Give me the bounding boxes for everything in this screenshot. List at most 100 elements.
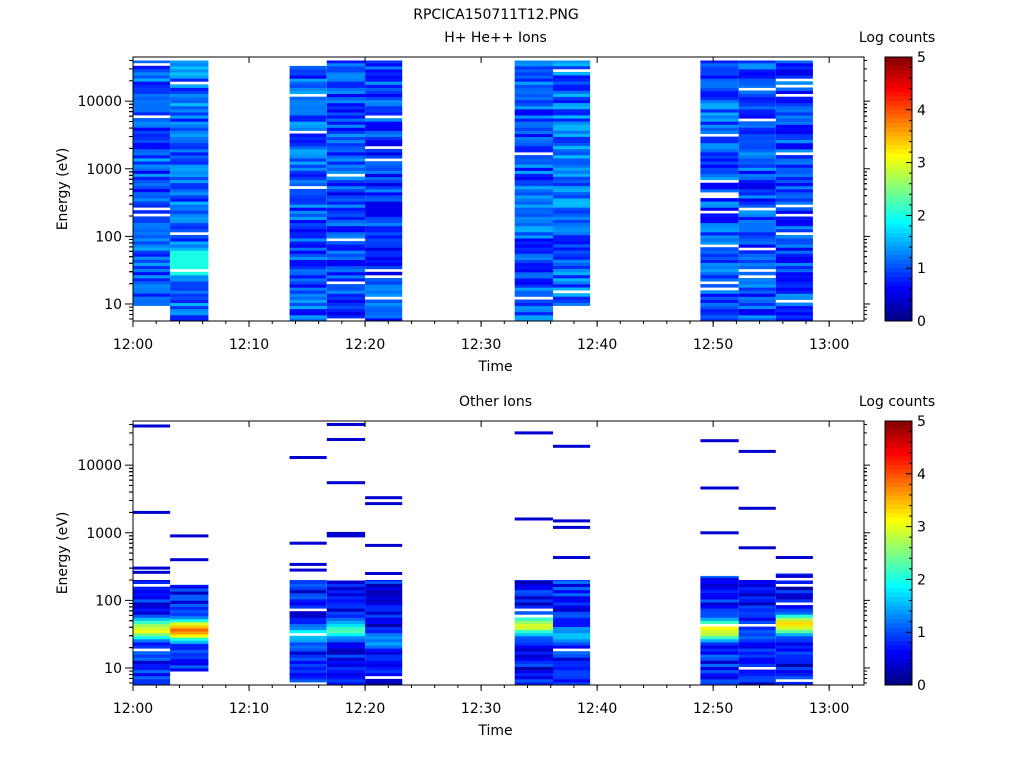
colorbar-tick-label: 4 bbox=[917, 103, 926, 119]
heatmap-cell bbox=[738, 642, 776, 646]
heatmap-cell bbox=[326, 284, 366, 288]
heatmap-cell bbox=[514, 204, 553, 208]
heatmap-cell bbox=[289, 167, 327, 171]
colorbar-tick-label: 1 bbox=[917, 261, 926, 277]
heatmap-cell bbox=[700, 201, 739, 205]
colorbar-step bbox=[885, 597, 912, 602]
heatmap-cell bbox=[514, 638, 553, 643]
heatmap-cell bbox=[553, 626, 591, 631]
heatmap-cell bbox=[289, 204, 327, 208]
heatmap-cell bbox=[700, 253, 739, 257]
heatmap-cell bbox=[738, 182, 776, 187]
heatmap-cell bbox=[289, 198, 327, 202]
heatmap-cell bbox=[775, 228, 813, 233]
heatmap-cell bbox=[289, 595, 327, 600]
heatmap-cell bbox=[775, 139, 813, 144]
heatmap-cell bbox=[775, 102, 813, 107]
x-tick-label: 12:40 bbox=[577, 701, 617, 717]
heatmap-cell bbox=[289, 623, 327, 627]
heatmap-cell bbox=[170, 311, 209, 316]
colorbar-step bbox=[885, 263, 912, 269]
colorbar-step bbox=[885, 303, 912, 309]
colorbar-step bbox=[885, 259, 912, 265]
heatmap-cell bbox=[133, 173, 171, 177]
heatmap-cell bbox=[133, 228, 171, 233]
heatmap-cell bbox=[133, 142, 171, 147]
heatmap-cell bbox=[738, 271, 776, 276]
heatmap-cell bbox=[289, 281, 327, 285]
heatmap-cell bbox=[170, 72, 209, 76]
heatmap-cell bbox=[514, 305, 553, 310]
heatmap-cell bbox=[514, 81, 553, 85]
heatmap-cell bbox=[170, 99, 209, 104]
heatmap-cell bbox=[775, 65, 813, 70]
x-tick-label: 12:30 bbox=[461, 701, 501, 717]
heatmap-cell bbox=[738, 198, 776, 202]
heatmap-cell bbox=[553, 599, 591, 603]
heatmap-cell bbox=[326, 274, 366, 279]
heatmap-cell bbox=[170, 278, 209, 282]
heatmap-cell bbox=[289, 583, 327, 588]
heatmap-cell bbox=[553, 657, 591, 661]
heatmap-cell bbox=[365, 311, 403, 316]
heatmap-cell bbox=[775, 241, 813, 245]
heatmap-cell bbox=[700, 577, 739, 581]
heatmap-cell bbox=[289, 262, 327, 267]
heatmap-cell bbox=[775, 238, 813, 242]
heatmap-line bbox=[365, 543, 403, 547]
heatmap-cell bbox=[289, 136, 327, 141]
heatmap-cell bbox=[170, 290, 209, 294]
x-tick-label: 12:20 bbox=[345, 701, 385, 717]
heatmap-cell bbox=[553, 271, 591, 276]
colorbar-step bbox=[885, 614, 912, 620]
heatmap-cell bbox=[170, 127, 209, 131]
heatmap-cell bbox=[170, 176, 209, 181]
heatmap-cell bbox=[133, 216, 171, 220]
heatmap-cell bbox=[553, 645, 591, 649]
heatmap-cell bbox=[289, 133, 327, 137]
colorbar-step bbox=[885, 531, 912, 536]
heatmap-cell bbox=[326, 167, 366, 171]
colorbar-step bbox=[885, 495, 912, 501]
heatmap-cell bbox=[170, 634, 209, 638]
heatmap-cell bbox=[326, 62, 366, 67]
heatmap-cell bbox=[170, 287, 209, 291]
heatmap-cell bbox=[738, 130, 776, 134]
colorbar-step bbox=[885, 460, 912, 466]
heatmap-cell bbox=[326, 191, 366, 196]
heatmap-cell bbox=[326, 201, 366, 205]
heatmap-cell bbox=[326, 148, 366, 153]
heatmap-cell bbox=[326, 638, 366, 643]
heatmap-cell bbox=[289, 629, 327, 634]
heatmap-cell bbox=[738, 605, 776, 609]
heatmap-cell bbox=[738, 109, 776, 113]
colorbar-step bbox=[885, 478, 912, 484]
colorbar-label: Log counts bbox=[859, 394, 935, 410]
colorbar-step bbox=[885, 636, 912, 642]
heatmap-cell bbox=[553, 620, 591, 624]
heatmap-cell bbox=[775, 278, 813, 282]
heatmap-cell bbox=[775, 244, 813, 248]
heatmap-cell bbox=[326, 219, 366, 224]
heatmap-cell bbox=[365, 238, 403, 242]
heatmap-cell bbox=[365, 599, 403, 603]
heatmap-cell bbox=[326, 164, 366, 168]
heatmap-cell bbox=[553, 87, 591, 91]
heatmap-cell bbox=[365, 84, 403, 88]
heatmap-cell bbox=[775, 614, 813, 618]
heatmap-cell bbox=[775, 182, 813, 187]
heatmap-cell bbox=[289, 69, 327, 73]
heatmap-cell bbox=[326, 602, 366, 606]
heatmap-cell bbox=[326, 605, 366, 609]
heatmap-cell bbox=[326, 96, 366, 101]
heatmap-cell bbox=[775, 256, 813, 260]
x-tick-label: 12:00 bbox=[113, 337, 153, 353]
heatmap-cell bbox=[365, 623, 403, 627]
heatmap-cell bbox=[700, 139, 739, 144]
heatmap-cell bbox=[133, 262, 171, 266]
heatmap-cell bbox=[738, 75, 776, 79]
heatmap-cell bbox=[775, 60, 813, 64]
heatmap-cell bbox=[553, 127, 591, 131]
heatmap-cell bbox=[133, 219, 171, 223]
heatmap-cell bbox=[289, 179, 327, 184]
